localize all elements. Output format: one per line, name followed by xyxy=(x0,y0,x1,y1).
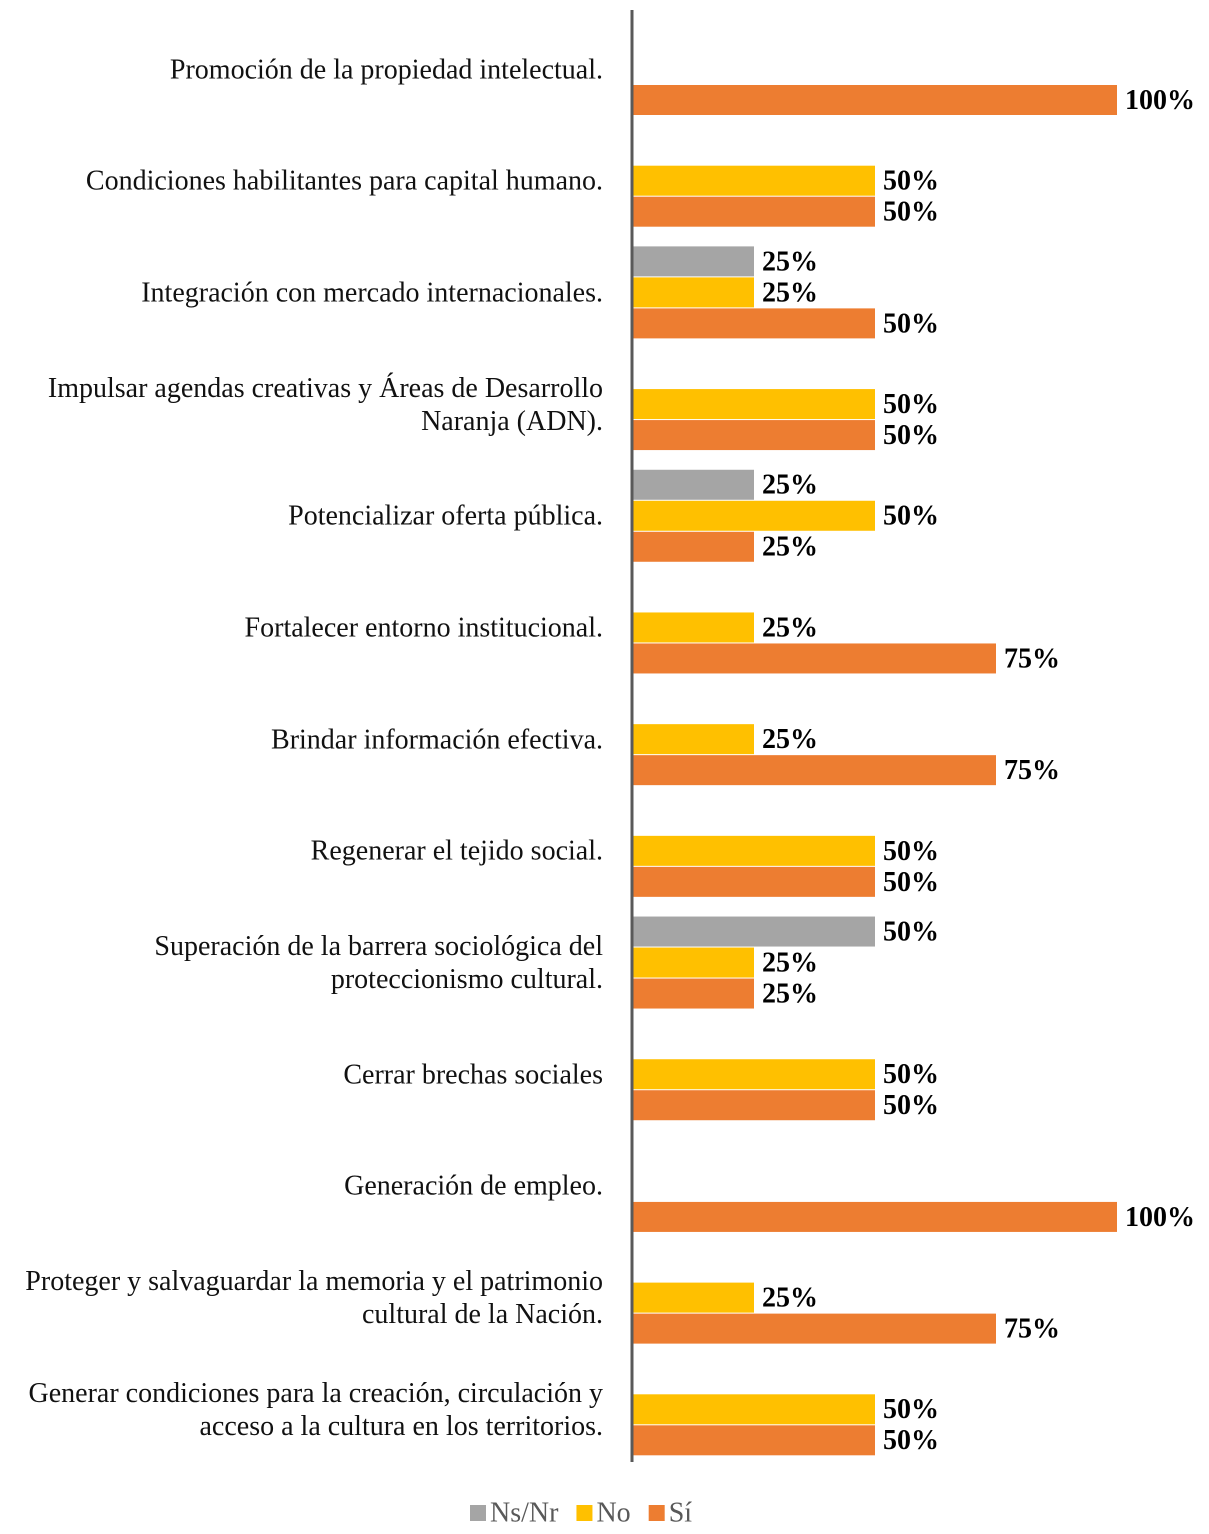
bar xyxy=(633,755,996,786)
value-label: 75% xyxy=(1004,755,1060,786)
value-label: 50% xyxy=(883,1394,939,1425)
value-label: 25% xyxy=(762,277,818,308)
value-label: 50% xyxy=(883,867,939,898)
category-label: Potencializar oferta pública. xyxy=(288,500,603,532)
value-label: 100% xyxy=(1125,85,1195,116)
bar xyxy=(633,246,754,277)
legend-label: Sí xyxy=(669,1497,693,1528)
value-label: 50% xyxy=(883,308,939,339)
value-label: 50% xyxy=(883,1090,939,1121)
bar xyxy=(633,1313,996,1344)
bar xyxy=(633,724,754,755)
value-label: 25% xyxy=(762,978,818,1009)
legend-swatch xyxy=(576,1505,593,1521)
category-label: Proteger y salvaguardar la memoria y el … xyxy=(25,1266,603,1331)
category-label: Fortalecer entorno institucional. xyxy=(244,612,603,644)
value-label: 75% xyxy=(1004,643,1060,674)
value-label: 50% xyxy=(883,166,939,197)
legend-swatch xyxy=(648,1505,665,1521)
value-label: 50% xyxy=(883,836,939,867)
legend-label: Ns/Nr xyxy=(490,1497,559,1528)
value-label: 25% xyxy=(762,532,818,563)
value-label: 50% xyxy=(883,1059,939,1090)
bar xyxy=(633,866,875,897)
value-label: 25% xyxy=(762,246,818,277)
bar xyxy=(633,469,754,500)
bar xyxy=(633,531,754,562)
bar xyxy=(633,916,875,947)
category-label: Regenerar el tejido social. xyxy=(310,835,603,867)
bar xyxy=(633,1201,1117,1232)
category-label: Impulsar agendas creativas y Áreas de De… xyxy=(47,372,603,437)
category-label: Integración con mercado internacionales. xyxy=(141,277,603,309)
category-label: Generación de empleo. xyxy=(344,1170,603,1202)
bar xyxy=(633,1282,754,1313)
bar xyxy=(633,1394,875,1425)
value-label: 50% xyxy=(883,1425,939,1456)
value-label: 50% xyxy=(883,389,939,420)
bar xyxy=(633,420,875,451)
value-label: 25% xyxy=(762,612,818,643)
value-label: 75% xyxy=(1004,1314,1060,1345)
legend-label: No xyxy=(596,1497,630,1528)
bar xyxy=(633,1059,875,1090)
bar xyxy=(633,643,996,674)
value-label: 25% xyxy=(762,1283,818,1314)
value-label: 50% xyxy=(883,916,939,947)
bar xyxy=(633,1425,875,1456)
bar xyxy=(633,500,875,531)
category-label: Promoción de la propiedad intelectual. xyxy=(169,54,603,85)
bar xyxy=(633,978,754,1009)
bar xyxy=(633,196,875,227)
bar xyxy=(633,612,754,643)
bar xyxy=(633,947,754,978)
category-label: Generar condiciones para la creación, ci… xyxy=(28,1377,603,1442)
bar xyxy=(633,389,875,420)
bar xyxy=(633,835,875,866)
category-label: Condiciones habilitantes para capital hu… xyxy=(85,165,603,197)
value-label: 50% xyxy=(883,420,939,451)
bar xyxy=(633,165,875,196)
category-label: Superación de la barrera sociológica del… xyxy=(154,931,603,996)
value-label: 25% xyxy=(762,947,818,978)
value-label: 25% xyxy=(762,724,818,755)
value-label: 50% xyxy=(883,197,939,228)
legend-swatch xyxy=(470,1505,486,1521)
bar xyxy=(633,277,754,308)
value-label: 100% xyxy=(1125,1202,1195,1233)
bar xyxy=(633,308,875,339)
value-label: 25% xyxy=(762,470,818,501)
category-label: Cerrar brechas sociales xyxy=(343,1059,603,1091)
bar xyxy=(633,1090,875,1121)
bar xyxy=(633,85,1117,115)
category-label: Brindar información efectiva. xyxy=(271,724,603,756)
value-label: 50% xyxy=(883,501,939,532)
